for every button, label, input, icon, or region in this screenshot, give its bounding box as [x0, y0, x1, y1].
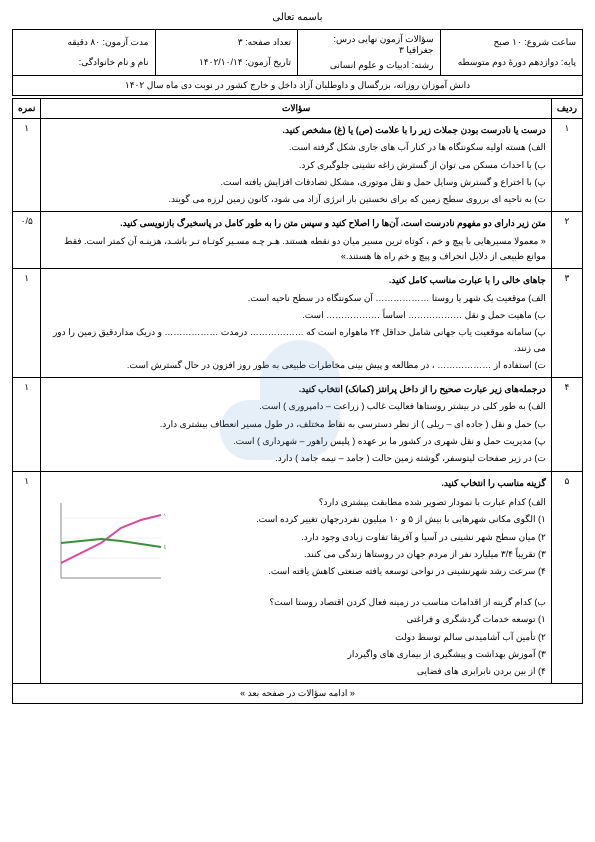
- q-num: ۳: [551, 269, 582, 378]
- line-chart: شهر نشینی روستا: [46, 493, 166, 593]
- q5-b2: ۲) تأمین آب آشامیدنی سالم توسط دولت: [46, 630, 545, 645]
- q2-a: « معمولا مسیرهایی با پیچ و خم ، کوتاه تر…: [46, 234, 545, 265]
- table-row: ۲ متن زیر دارای دو مفهوم نادرست است. آن‌…: [13, 212, 583, 269]
- q1-a: الف) هسته اولیه سکونتگاه ها در کنار آب ه…: [46, 140, 545, 155]
- q-num: ۴: [551, 378, 582, 471]
- hdr-name: نام و نام خانوادگی:: [19, 57, 149, 68]
- q4-d: ت) در زیر صفحات لیتوسفر، گوشته زمین حالت…: [46, 451, 545, 466]
- page-top-title: باسمه تعالی: [12, 12, 583, 23]
- footer-continue: « ادامه سؤالات در صفحه بعد »: [12, 684, 583, 704]
- q5-a1: ۱) الگوی مکانی شهرهایی با بیش از ۵ و ۱۰ …: [172, 512, 545, 527]
- q-num: ۵: [551, 471, 582, 684]
- q2-title: متن زیر دارای دو مفهوم نادرست است. آن‌ها…: [46, 216, 545, 231]
- th-number: ردیف: [551, 99, 582, 119]
- q1-c: پ) با اختراع و گسترش وسایل حمل و نقل موت…: [46, 175, 545, 190]
- q3-d: ت) استفاده از ……………… ، در مطالعه و پیش ب…: [46, 358, 545, 373]
- chart-label-rural: روستا: [164, 544, 166, 551]
- questions-table: ردیف سؤالات نمره ۱ درست یا نادرست بودن ج…: [12, 98, 583, 684]
- hdr-duration: مدت آزمون: ۸۰ دقیقه: [19, 37, 149, 48]
- q5-b4: ۴) از بین بردن نابرابری های فضایی: [46, 664, 545, 679]
- q4-b: ب) حمل و نقل ( جاده ای – ریلی ) از نظر د…: [46, 417, 545, 432]
- q4-c: پ) مدیریت حمل و نقل شهری در کشور ما بر ع…: [46, 434, 545, 449]
- table-row: ۳ جاهای خالی را با عبارت مناسب کامل کنید…: [13, 269, 583, 378]
- q4-title: درجمله‌های زیر عبارت صحیح را از داخل پرا…: [46, 382, 545, 397]
- table-row: ۱ درست یا نادرست بودن جملات زیر را با عل…: [13, 119, 583, 212]
- q1-d: ت) به ناحیه ای برروی سطح زمین که برای نخ…: [46, 192, 545, 207]
- hdr-start: ساعت شروع: ۱۰ صبح: [447, 37, 577, 48]
- q4-a: الف) به طور کلی در بیشتر روستاها فعالیت …: [46, 399, 545, 414]
- th-question: سؤالات: [41, 99, 551, 119]
- hdr-field: رشته: ادبیات و علوم انسانی: [304, 60, 434, 71]
- q3-b: ب) ماهیت حمل و نقل ……………… اساساً ……………… …: [46, 308, 545, 323]
- q3-title: جاهای خالی را با عبارت مناسب کامل کنید.: [46, 273, 545, 288]
- q5-a2: ۲) میان سطح شهر نشینی در آسیا و آفریقا ت…: [172, 530, 545, 545]
- q5-b3: ۳) آموزش بهداشت و پیشگیری از بیماری های …: [46, 647, 545, 662]
- q5-b: ب) کدام گزینه از اقدامات مناسب در زمینه …: [46, 595, 545, 610]
- table-row: ۴ درجمله‌های زیر عبارت صحیح را از داخل پ…: [13, 378, 583, 471]
- exam-header: ساعت شروع: ۱۰ صبح پایه: دوازدهم دورۀ دوم…: [12, 29, 583, 76]
- q3-a: الف) موقعیت یک شهر یا روستا ……………… آن سک…: [46, 291, 545, 306]
- q-score: ۱: [13, 119, 41, 212]
- q5-a3: ۳) تقریباً ۳/۴ میلیارد نفر از مردم جهان …: [172, 547, 545, 562]
- q-score: ۰/۵: [13, 212, 41, 269]
- table-row: ۵ گزینه مناسب را انتخاب کنید. الف) کدام …: [13, 471, 583, 684]
- q1-b: ب) با احداث مسکن می توان از گسترش زاغه ن…: [46, 158, 545, 173]
- hdr-exam: سؤالات آزمون نهایی درس: جغرافیا ۳: [304, 34, 434, 56]
- q5-a: الف) کدام عبارت با نمودار تصویر شده مطاب…: [172, 495, 545, 510]
- q5-title: گزینه مناسب را انتخاب کنید.: [46, 476, 545, 491]
- q3-c: پ) سامانه موقعیت یاب جهانی شامل حداقل ۲۴…: [46, 325, 545, 356]
- q-score: ۱: [13, 378, 41, 471]
- q1-title: درست یا نادرست بودن جملات زیر را با علام…: [46, 123, 545, 138]
- q-score: ۱: [13, 471, 41, 684]
- hdr-subline: دانش آموزان روزانه، بزرگسال و داوطلبان آ…: [12, 76, 583, 96]
- hdr-date: تاریخ آزمون: ۱۴۰۲/۱۰/۱۴: [162, 57, 292, 68]
- q-num: ۲: [551, 212, 582, 269]
- q5-b1: ۱) توسعه خدمات گردشگری و فراغتی: [46, 612, 545, 627]
- q-num: ۱: [551, 119, 582, 212]
- hdr-pages: تعداد صفحه: ۳: [162, 37, 292, 48]
- hdr-grade: پایه: دوازدهم دورۀ دوم متوسطه: [447, 57, 577, 68]
- q-score: ۱: [13, 269, 41, 378]
- q5-a4: ۴) سرعت رشد شهرنشینی در نواحی توسعه یافت…: [172, 564, 545, 579]
- chart-label-urban: شهر نشینی: [164, 511, 166, 517]
- th-score: نمره: [13, 99, 41, 119]
